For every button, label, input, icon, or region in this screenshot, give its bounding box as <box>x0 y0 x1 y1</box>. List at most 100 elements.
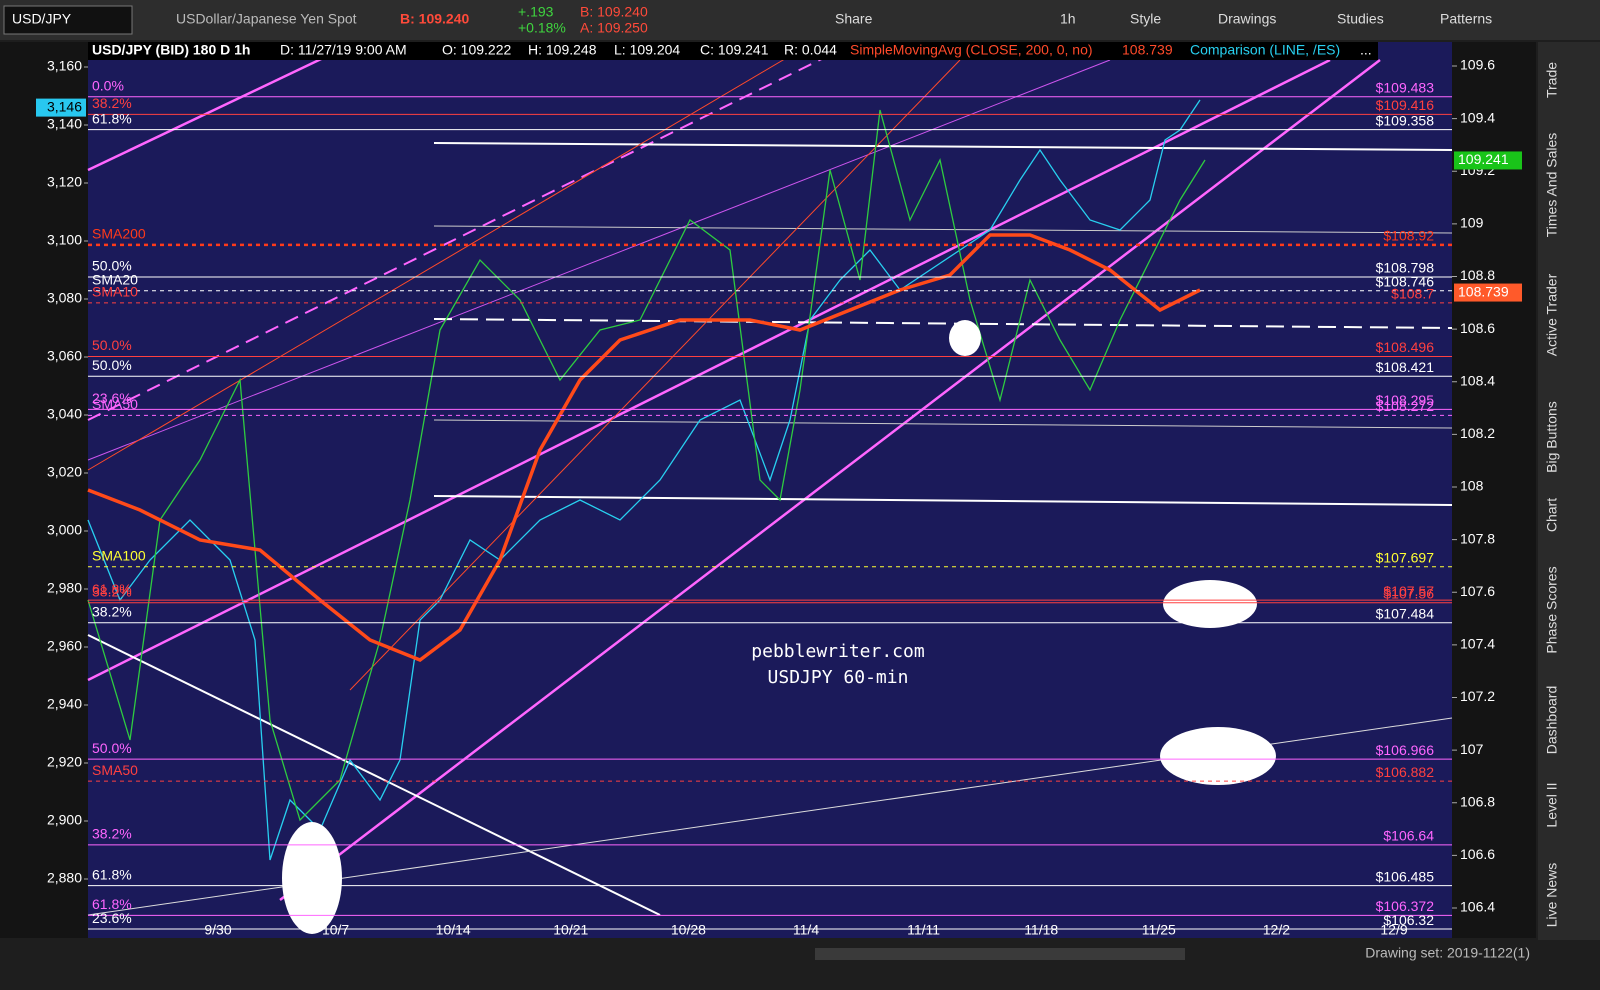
level-left-label: SMA50 <box>92 396 138 412</box>
x-tick-label: 11/11 <box>907 922 940 938</box>
header: USD/JPY (BID) 180 D 1h D: 11/27/19 9:00 A… <box>92 42 1372 58</box>
level-label: $108.421 <box>1376 359 1435 375</box>
left-tick-label: 2,920 <box>47 754 82 770</box>
level-label: $108.92 <box>1383 228 1434 244</box>
ask: A: 109.250 <box>580 20 648 36</box>
side-tab[interactable]: Phase Scores <box>1544 566 1560 653</box>
toolbar-buttons: Share 1h Style Drawings Studies Patterns <box>835 11 1492 27</box>
side-tab[interactable]: Level II <box>1544 782 1560 827</box>
change: +.193 <box>518 4 554 20</box>
level-label: $108.7 <box>1391 286 1434 302</box>
level-left-label: 38.2% <box>92 603 132 619</box>
toolbar-button[interactable]: Drawings <box>1218 11 1276 27</box>
marker-ellipse <box>282 822 342 934</box>
header-item: L: 109.204 <box>614 42 680 58</box>
watermark: pebblewriter.com <box>751 641 924 662</box>
level-label: $109.483 <box>1376 79 1435 95</box>
left-tick-label: 2,980 <box>47 580 82 596</box>
side-tab[interactable]: Dashboard <box>1544 686 1560 755</box>
level-label: $106.882 <box>1376 764 1435 780</box>
level-left-label: 61.8% <box>92 866 132 882</box>
channel-line <box>433 495 1453 506</box>
level-left-label: SMA50 <box>92 762 138 778</box>
header-item: H: 109.248 <box>528 42 597 58</box>
toolbar-button[interactable]: Patterns <box>1440 11 1492 27</box>
channel-line <box>433 419 1453 429</box>
left-tick-label: 3,100 <box>47 232 82 248</box>
marker-ellipse <box>1163 580 1257 628</box>
level-left-label: 61.8% <box>92 896 132 912</box>
symbol[interactable]: USD/JPY <box>12 11 72 27</box>
x-tick-label: 11/4 <box>793 922 819 938</box>
right-tick-label: 108.2 <box>1460 425 1495 441</box>
side-tab[interactable]: Chart <box>1544 498 1560 532</box>
header-item: R: 0.044 <box>784 42 837 58</box>
x-tick-label: 10/21 <box>553 922 588 938</box>
sma-line <box>87 233 1201 662</box>
level-label: $107.697 <box>1376 549 1435 565</box>
level-left-label: SMA100 <box>92 547 146 563</box>
left-badge-label: 3,146 <box>47 98 82 114</box>
level-left-label: SMA200 <box>92 226 146 242</box>
x-tick-label: 10/28 <box>671 922 706 938</box>
right-badge-label: 109.241 <box>1458 151 1509 167</box>
right-tick-label: 108.8 <box>1460 267 1495 283</box>
level-left-label: 23.6% <box>92 390 132 406</box>
side-tab[interactable]: Times And Sales <box>1544 133 1560 238</box>
header-bar <box>88 42 1378 60</box>
level-label: $108.798 <box>1376 260 1435 276</box>
side-tab[interactable]: Active Trader <box>1544 273 1560 356</box>
symbol-box[interactable] <box>3 5 133 35</box>
trendline <box>349 59 961 691</box>
channel-line <box>433 225 1453 234</box>
right-tick-label: 107.4 <box>1460 636 1495 652</box>
level-left-label: 61.8% <box>92 110 132 126</box>
level-label: $106.966 <box>1376 742 1435 758</box>
left-tick-label: 3,120 <box>47 174 82 190</box>
right-tick-label: 107.2 <box>1460 688 1495 704</box>
levels: $109.483 0.0% $109.416 38.2% $109.358 61.8% $1… <box>88 77 1452 930</box>
header-item: O: 109.222 <box>442 42 511 58</box>
right-tick-label: 107.6 <box>1460 583 1495 599</box>
level-left-label: 38.2% <box>92 95 132 111</box>
level-left-label: 50.0% <box>92 337 132 353</box>
level-left-label: 0.0% <box>92 77 124 93</box>
more: ... <box>1360 42 1372 58</box>
study: SimpleMovingAvg (CLOSE, 200, 0, no) <box>850 42 1093 58</box>
side-tab[interactable]: Big Buttons <box>1544 401 1560 473</box>
x-tick-label: 11/18 <box>1024 922 1058 938</box>
toolbar-button[interactable]: Style <box>1130 11 1161 27</box>
scrollbar[interactable] <box>815 948 1185 960</box>
level-left-label: 50.0% <box>92 740 132 756</box>
left-tick-label: 3,160 <box>47 58 82 74</box>
side-tab[interactable]: Trade <box>1544 62 1560 98</box>
right-tick-label: 108.4 <box>1460 372 1495 388</box>
level-left-label: 38.2% <box>92 826 132 842</box>
level-left-label: SMA10 <box>92 284 138 300</box>
left-tick-label: 2,880 <box>47 870 82 886</box>
watermark: USDJPY 60-min <box>768 667 909 688</box>
x-tick-label: 10/14 <box>436 922 471 938</box>
description: USDollar/Japanese Yen Spot <box>176 11 357 27</box>
side-tab[interactable]: Live News <box>1544 863 1560 928</box>
left-tick-label: 2,960 <box>47 638 82 654</box>
right-tick-label: 106.8 <box>1460 793 1495 809</box>
level-label: $107.57 <box>1383 583 1434 599</box>
header-item: D: 11/27/19 9:00 AM <box>280 42 407 58</box>
left-tick-label: 3,020 <box>47 464 82 480</box>
trendline <box>87 49 801 471</box>
left-tick-label: 3,000 <box>47 522 82 538</box>
toolbar-button[interactable]: Share <box>835 11 873 27</box>
trendline <box>87 58 1331 682</box>
level-label: $108.272 <box>1376 398 1435 414</box>
left-axis-area <box>0 42 88 938</box>
comparison-line <box>87 99 1201 861</box>
toolbar-button[interactable]: Studies <box>1337 11 1384 27</box>
x-tick-label: 12/9 <box>1380 922 1407 938</box>
right-tick-label: 109.4 <box>1460 109 1495 125</box>
trendline <box>279 59 1381 901</box>
toolbar-button[interactable]: 1h <box>1060 11 1076 27</box>
left-tick-label: 3,080 <box>47 290 82 306</box>
level-left-label: 38.2% <box>92 583 132 599</box>
x-tick-label: 11/25 <box>1142 922 1176 938</box>
